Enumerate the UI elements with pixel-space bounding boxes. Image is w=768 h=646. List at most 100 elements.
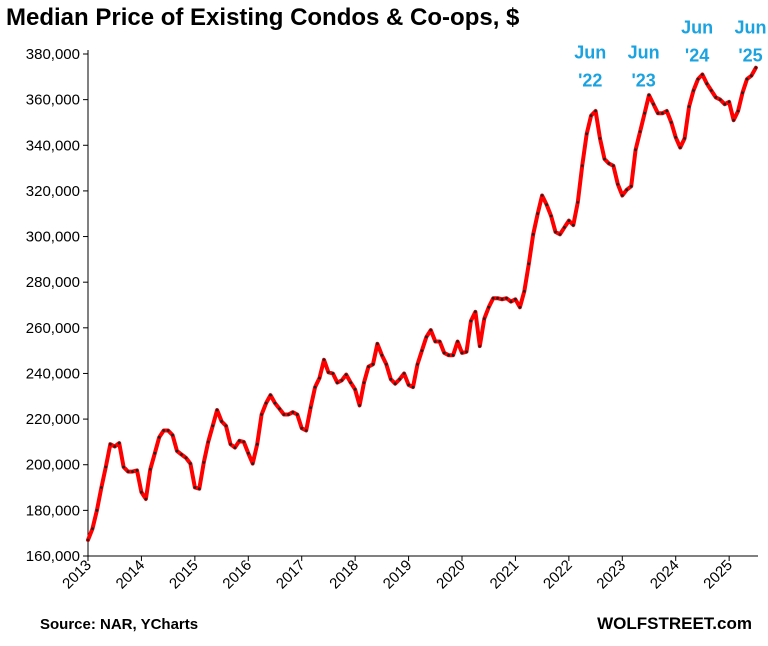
series-group	[86, 65, 758, 542]
data-point	[629, 184, 633, 188]
y-tick-label: 380,000	[26, 46, 80, 63]
data-point	[692, 89, 695, 92]
data-point	[371, 362, 375, 366]
data-point	[741, 91, 744, 95]
y-tick-label: 340,000	[26, 137, 80, 154]
data-point	[260, 413, 263, 416]
data-point	[505, 296, 508, 300]
data-point	[233, 446, 237, 449]
data-point	[701, 73, 704, 76]
data-point	[215, 408, 219, 412]
data-point	[647, 93, 651, 97]
data-point	[246, 451, 250, 455]
data-point	[620, 194, 624, 197]
data-point	[638, 130, 642, 134]
x-tick-label: 2016	[219, 557, 255, 593]
data-point	[442, 351, 446, 355]
annotation-month: Jun	[628, 43, 660, 63]
data-point	[126, 470, 130, 473]
data-point	[135, 469, 139, 472]
data-point	[509, 300, 513, 303]
y-tick-label: 300,000	[26, 229, 80, 246]
data-point	[148, 467, 152, 471]
data-point	[180, 453, 183, 456]
data-point	[496, 296, 499, 300]
data-point	[376, 342, 379, 346]
data-point	[460, 351, 464, 355]
data-point	[754, 66, 758, 70]
data-point	[491, 296, 495, 300]
y-tick-label: 280,000	[26, 274, 80, 291]
x-tick-label: 2019	[380, 557, 416, 593]
data-point	[238, 439, 241, 443]
data-point	[153, 451, 157, 455]
y-axis-ticks: 160,000 180,000 200,000 220,000 240,000 260,0…	[26, 46, 88, 565]
data-point	[206, 440, 210, 444]
data-point	[656, 111, 660, 115]
x-tick-label: 2022	[540, 557, 576, 593]
data-point	[750, 74, 753, 78]
data-point	[313, 385, 317, 389]
data-point	[687, 105, 691, 108]
data-point	[514, 297, 517, 301]
axes	[87, 50, 758, 557]
data-point	[175, 449, 179, 453]
x-tick-label: 2023	[593, 557, 629, 593]
x-tick-label: 2021	[487, 557, 523, 593]
annotation-year: '23	[632, 71, 656, 91]
data-point	[634, 148, 637, 152]
data-point	[113, 445, 117, 448]
data-point	[367, 365, 370, 368]
data-point	[589, 114, 593, 117]
data-point	[269, 393, 272, 397]
data-point	[665, 109, 669, 113]
y-tick-label: 320,000	[26, 183, 80, 200]
data-point	[340, 378, 344, 382]
data-point	[327, 370, 330, 374]
data-point	[117, 441, 121, 445]
x-axis-ticks: 2013 2014 2015 2016 2017 2018 2019 2020 2021 2022…	[59, 556, 736, 592]
data-point	[264, 401, 268, 405]
y-tick-label: 360,000	[26, 92, 80, 109]
data-point	[625, 188, 629, 192]
data-point	[674, 135, 678, 139]
data-point	[420, 349, 424, 352]
series-line	[86, 65, 758, 542]
data-point	[122, 465, 125, 469]
data-point	[318, 376, 321, 380]
data-point	[451, 353, 455, 357]
data-point	[402, 372, 406, 375]
data-point	[144, 497, 148, 501]
x-tick-label: 2014	[113, 557, 149, 593]
data-point	[95, 509, 99, 512]
data-point	[229, 442, 232, 446]
source-note: Source: NAR, YCharts	[40, 616, 199, 633]
y-tick-label: 200,000	[26, 457, 80, 474]
data-point	[291, 410, 295, 414]
data-point	[652, 102, 655, 106]
data-point	[482, 317, 486, 321]
y-tick-label: 220,000	[26, 411, 80, 428]
data-point	[669, 121, 673, 124]
data-point	[220, 420, 224, 423]
annotation-year: '24	[685, 45, 709, 65]
data-point	[104, 465, 108, 469]
data-point	[678, 146, 682, 150]
x-tick-label: 2018	[326, 557, 362, 593]
data-point	[531, 232, 535, 236]
data-point	[603, 157, 606, 161]
data-point	[309, 406, 312, 410]
data-point	[91, 527, 94, 530]
data-point	[353, 388, 357, 391]
data-point	[140, 490, 143, 494]
data-point	[661, 111, 664, 115]
x-tick-label: 2017	[273, 557, 309, 593]
y-tick-label: 260,000	[26, 320, 80, 337]
data-point	[745, 77, 749, 81]
data-point	[474, 310, 477, 314]
data-point	[598, 137, 602, 140]
annotation-year: '25	[738, 45, 762, 65]
data-point	[331, 372, 335, 375]
data-point	[193, 486, 197, 489]
data-point	[429, 328, 433, 332]
